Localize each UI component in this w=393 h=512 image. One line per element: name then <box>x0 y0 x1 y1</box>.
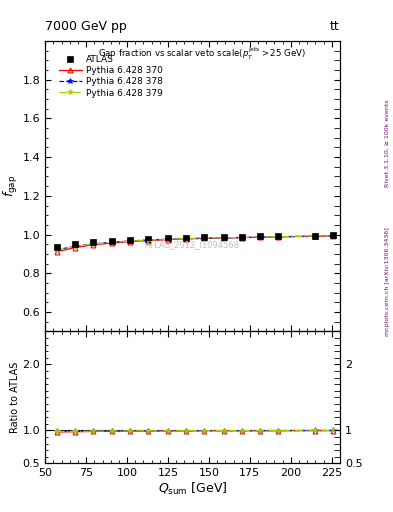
Line: ATLAS: ATLAS <box>53 232 336 250</box>
Pythia 6.428 378 <box>90 241 95 247</box>
Pythia 6.428 378 <box>275 233 280 240</box>
X-axis label: $Q_{\rm sum}$ [GeV]: $Q_{\rm sum}$ [GeV] <box>158 481 227 497</box>
ATLAS <box>72 241 77 247</box>
Pythia 6.428 370 <box>313 233 318 240</box>
Pythia 6.428 378 <box>54 247 59 253</box>
Pythia 6.428 370 <box>90 242 95 248</box>
Pythia 6.428 378 <box>257 234 262 240</box>
Pythia 6.428 379 <box>221 235 226 241</box>
Pythia 6.428 379 <box>146 237 151 243</box>
Pythia 6.428 379 <box>128 238 133 244</box>
Pythia 6.428 370 <box>146 238 151 244</box>
ATLAS <box>166 235 171 241</box>
Pythia 6.428 379 <box>313 233 318 239</box>
Text: ATLAS_2012_I1094568: ATLAS_2012_I1094568 <box>145 240 240 249</box>
Pythia 6.428 379 <box>110 240 115 246</box>
ATLAS <box>313 232 318 239</box>
Pythia 6.428 378 <box>110 239 115 245</box>
Pythia 6.428 379 <box>275 233 280 240</box>
Pythia 6.428 378 <box>166 236 171 242</box>
ATLAS <box>90 239 95 245</box>
Pythia 6.428 370 <box>184 236 188 242</box>
Legend: ATLAS, Pythia 6.428 370, Pythia 6.428 378, Pythia 6.428 379: ATLAS, Pythia 6.428 370, Pythia 6.428 37… <box>55 51 167 101</box>
Pythia 6.428 379 <box>202 235 206 241</box>
Pythia 6.428 379 <box>72 244 77 250</box>
Pythia 6.428 370 <box>275 234 280 240</box>
Text: mcplots.cern.ch [arXiv:1306.3436]: mcplots.cern.ch [arXiv:1306.3436] <box>385 227 389 336</box>
ATLAS <box>202 234 206 241</box>
ATLAS <box>331 232 336 239</box>
Pythia 6.428 379 <box>331 232 336 239</box>
Pythia 6.428 378 <box>202 235 206 241</box>
ATLAS <box>221 234 226 240</box>
ATLAS <box>257 233 262 240</box>
Pythia 6.428 370 <box>72 245 77 251</box>
ATLAS <box>239 233 244 240</box>
Pythia 6.428 378 <box>72 243 77 249</box>
Pythia 6.428 379 <box>166 237 171 243</box>
Text: 7000 GeV pp: 7000 GeV pp <box>45 20 127 33</box>
ATLAS <box>184 234 188 241</box>
Pythia 6.428 378 <box>331 232 336 239</box>
Pythia 6.428 379 <box>239 234 244 241</box>
Line: Pythia 6.428 370: Pythia 6.428 370 <box>54 233 336 254</box>
Pythia 6.428 370 <box>54 248 59 254</box>
ATLAS <box>110 238 115 244</box>
Y-axis label: Ratio to ATLAS: Ratio to ATLAS <box>10 361 20 433</box>
Pythia 6.428 370 <box>331 233 336 239</box>
Pythia 6.428 370 <box>239 234 244 241</box>
Text: tt: tt <box>330 20 340 33</box>
Pythia 6.428 379 <box>257 234 262 240</box>
Line: Pythia 6.428 378: Pythia 6.428 378 <box>54 233 336 252</box>
Line: Pythia 6.428 379: Pythia 6.428 379 <box>54 233 336 253</box>
ATLAS <box>54 244 59 250</box>
Pythia 6.428 379 <box>54 247 59 253</box>
Pythia 6.428 378 <box>184 236 188 242</box>
Pythia 6.428 370 <box>257 234 262 240</box>
ATLAS <box>128 237 133 243</box>
Text: Gap fraction vs scalar veto scale($p_T^{\rm jets}>$25 GeV): Gap fraction vs scalar veto scale($p_T^{… <box>98 46 306 61</box>
ATLAS <box>146 236 151 242</box>
Text: Rivet 3.1.10, ≥ 100k events: Rivet 3.1.10, ≥ 100k events <box>385 99 389 187</box>
Pythia 6.428 370 <box>128 239 133 245</box>
Pythia 6.428 378 <box>313 233 318 239</box>
Pythia 6.428 370 <box>110 240 115 246</box>
Pythia 6.428 378 <box>146 237 151 243</box>
Pythia 6.428 379 <box>90 241 95 247</box>
Pythia 6.428 378 <box>128 238 133 244</box>
ATLAS <box>275 233 280 239</box>
Pythia 6.428 379 <box>184 236 188 242</box>
Pythia 6.428 378 <box>239 234 244 241</box>
Pythia 6.428 370 <box>166 237 171 243</box>
Y-axis label: $f_{\rm gap}$: $f_{\rm gap}$ <box>2 175 20 197</box>
Pythia 6.428 370 <box>221 235 226 241</box>
Pythia 6.428 378 <box>221 235 226 241</box>
Pythia 6.428 370 <box>202 236 206 242</box>
